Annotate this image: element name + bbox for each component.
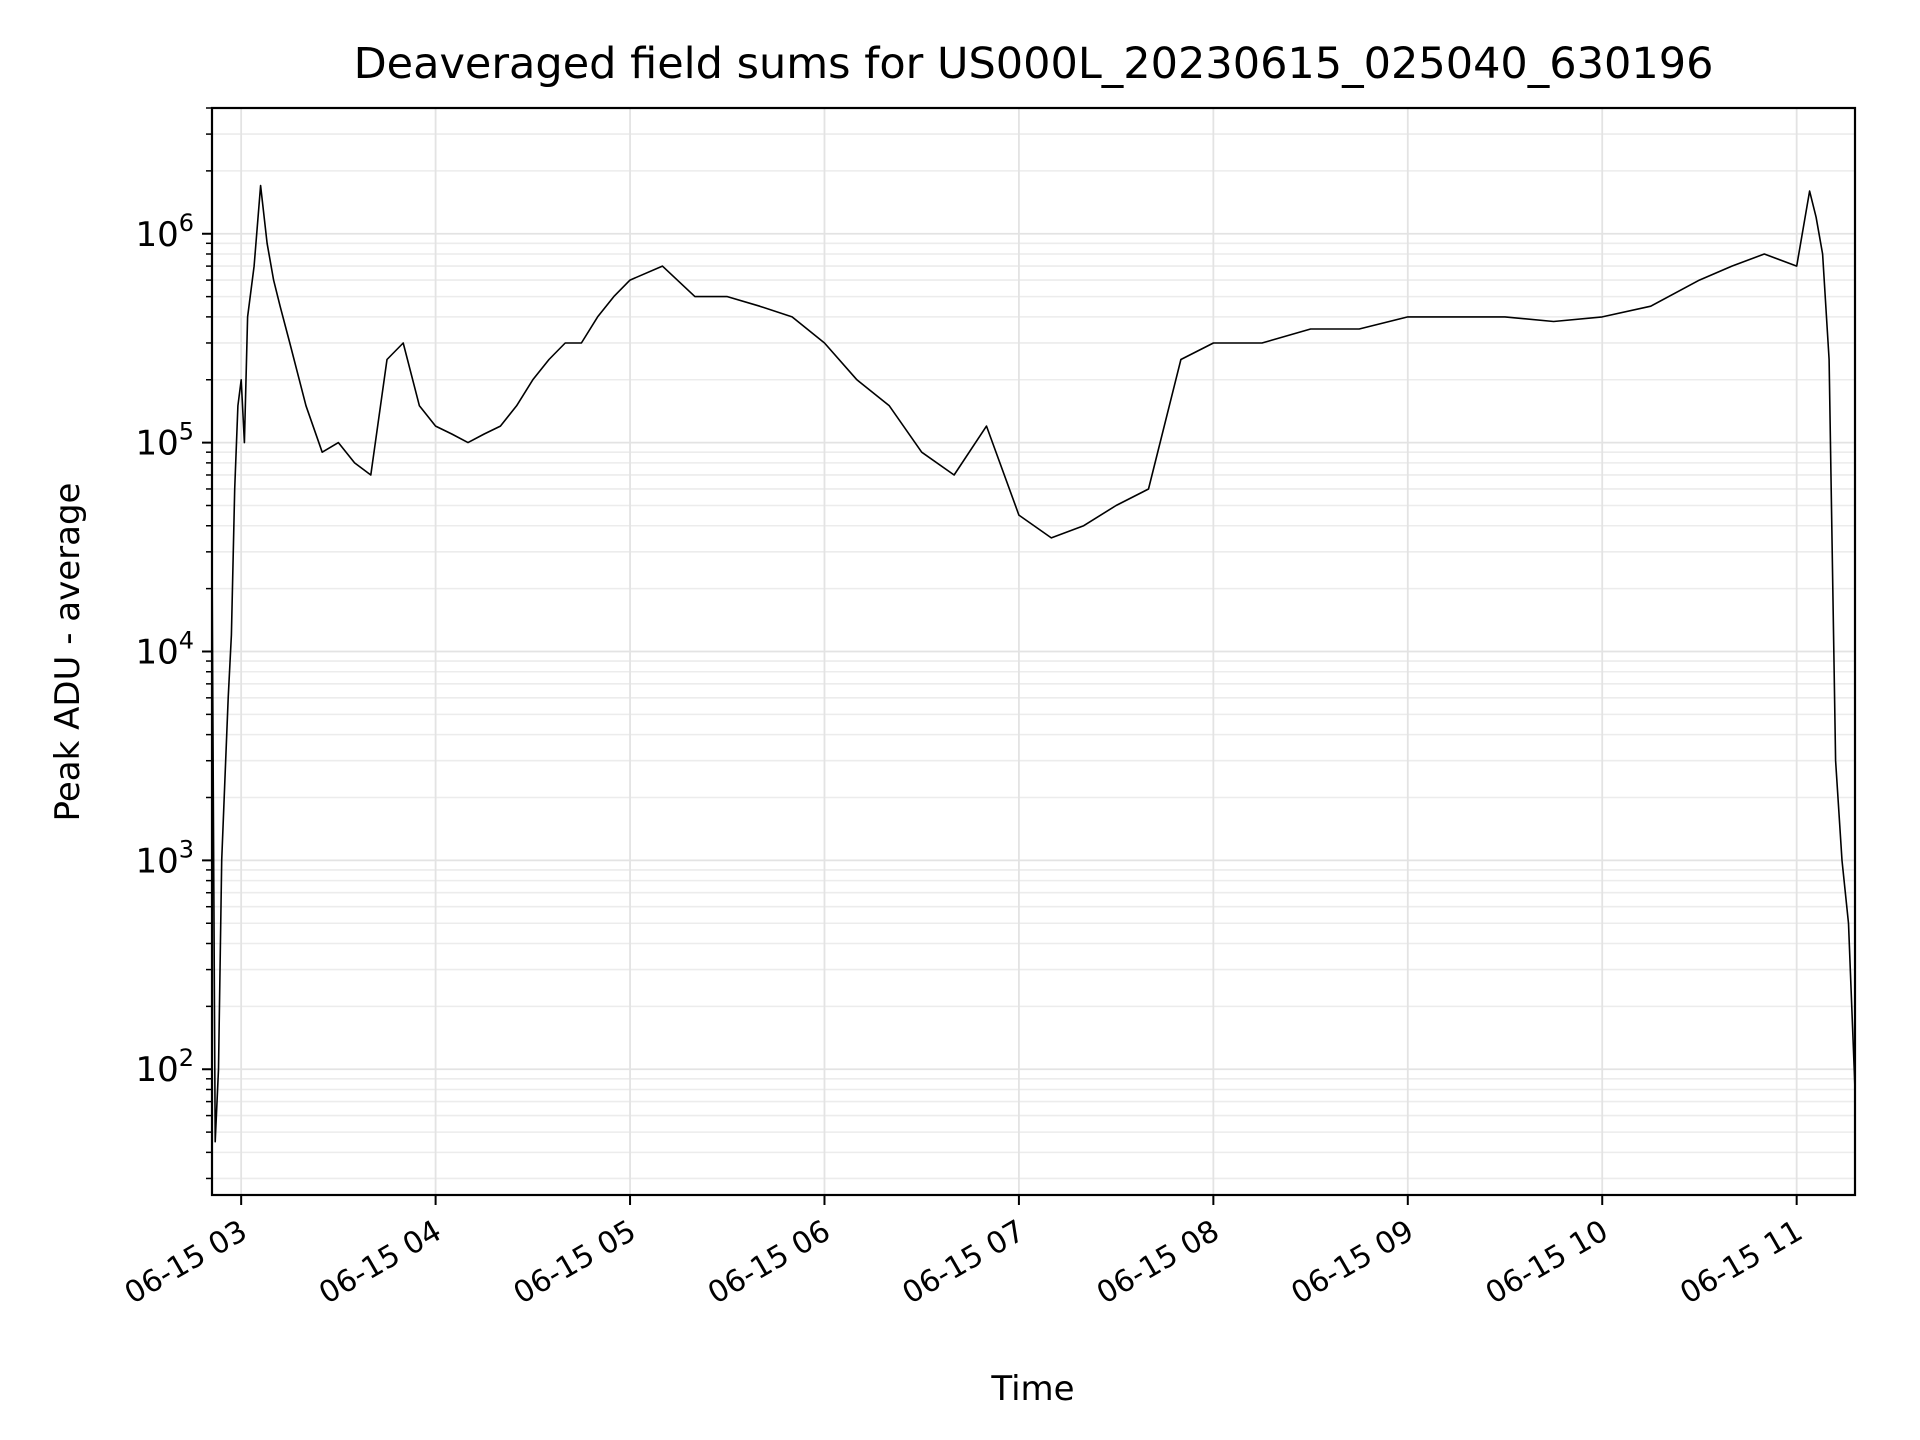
y-axis-label: Peak ADU - average xyxy=(48,483,88,822)
x-tick-label: 06-15 08 xyxy=(1091,1214,1225,1312)
x-tick-label: 06-15 10 xyxy=(1480,1214,1614,1312)
x-tick-label: 06-15 03 xyxy=(119,1214,253,1312)
x-axis-label: Time xyxy=(990,1369,1074,1409)
x-tick-label: 06-15 06 xyxy=(702,1214,836,1312)
x-tick-label: 06-15 09 xyxy=(1285,1214,1419,1312)
y-tick-label: 102 xyxy=(135,1044,194,1090)
y-tick-label: 104 xyxy=(135,627,194,673)
x-tick-label: 06-15 04 xyxy=(313,1214,447,1312)
y-tick-label: 106 xyxy=(135,209,194,255)
x-tick-label: 06-15 07 xyxy=(897,1214,1031,1312)
x-tick-label: 06-15 05 xyxy=(508,1214,642,1312)
y-tick-label: 105 xyxy=(135,418,194,464)
grid-lines xyxy=(212,107,1855,1195)
axes: 102 103 104 105 106 06-15 03 06-15 04 06-15 05 0… xyxy=(119,107,1809,1312)
series-area xyxy=(211,184,1856,1143)
chart-title: Deaveraged field sums for US000L_2023061… xyxy=(354,39,1714,89)
series-line-0 xyxy=(211,184,1856,1143)
y-tick-label: 103 xyxy=(135,835,194,881)
x-tick-label: 06-15 11 xyxy=(1674,1214,1808,1312)
